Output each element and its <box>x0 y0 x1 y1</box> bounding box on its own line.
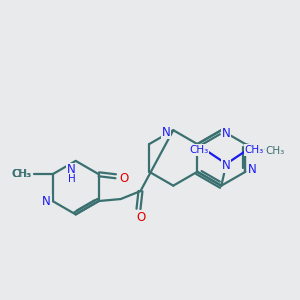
Text: N: N <box>222 127 231 140</box>
Text: CH₃: CH₃ <box>189 145 208 155</box>
Text: N: N <box>222 159 231 172</box>
Text: O: O <box>137 210 146 224</box>
Text: CH₃: CH₃ <box>12 169 32 179</box>
Text: N: N <box>42 194 51 208</box>
Text: N: N <box>42 194 51 208</box>
Text: CH₃: CH₃ <box>11 169 30 179</box>
Text: H: H <box>68 174 76 184</box>
Text: H: H <box>67 174 75 184</box>
Text: CH₃: CH₃ <box>11 169 30 179</box>
Text: O: O <box>137 212 146 224</box>
Text: O: O <box>119 171 128 184</box>
Text: N: N <box>162 126 171 139</box>
Text: N: N <box>66 163 75 176</box>
Text: O: O <box>119 172 128 185</box>
Text: N: N <box>68 163 76 176</box>
Text: CH₃: CH₃ <box>244 145 264 155</box>
Text: CH₃: CH₃ <box>266 146 285 156</box>
Text: N: N <box>248 163 257 176</box>
